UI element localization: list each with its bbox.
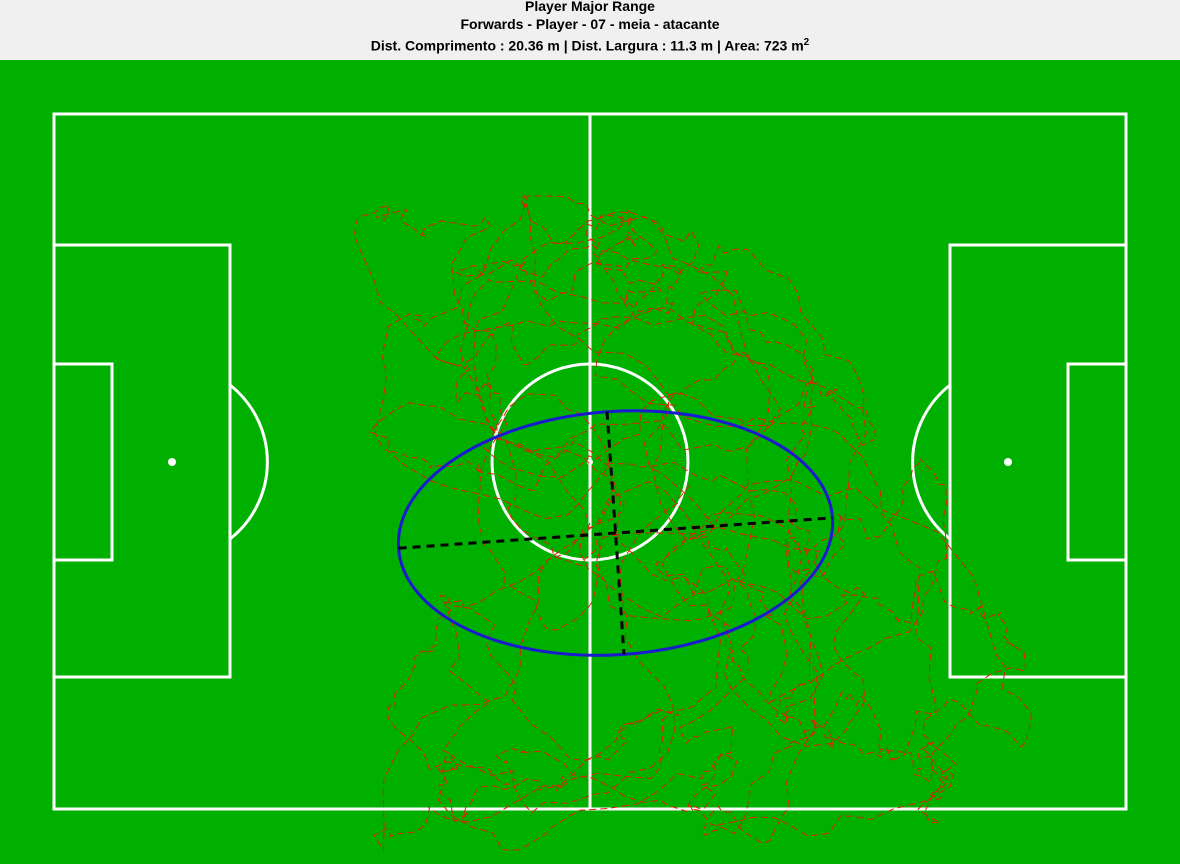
chart-metrics: Dist. Comprimento : 20.36 m | Dist. Larg…	[0, 37, 1180, 54]
center-circle	[490, 362, 690, 562]
center-spot	[587, 459, 593, 465]
chart-title: Player Major Range	[525, 0, 655, 14]
player-trajectory	[353, 194, 1032, 852]
right-goal-box	[1066, 362, 1128, 562]
left-goal-box	[52, 362, 114, 562]
chart-subtitle: Forwards - Player - 07 - meia - atacante	[460, 16, 720, 32]
major-axis-line	[398, 516, 833, 550]
metrics-text: Dist. Comprimento : 20.36 m | Dist. Larg…	[370, 37, 804, 54]
right-penalty-arc	[911, 383, 951, 541]
metrics-sup: 2	[803, 37, 810, 48]
pitch-markings	[52, 112, 1128, 811]
left-penalty-spot	[168, 458, 176, 466]
pitch-plot	[0, 60, 1180, 864]
left-penalty-arc	[229, 383, 269, 541]
pitch-spots	[168, 458, 1012, 466]
chart-titles: Player Major Range Forwards - Player - 0…	[0, 0, 1180, 60]
minor-axis-line	[605, 411, 626, 655]
right-penalty-spot	[1004, 458, 1012, 466]
